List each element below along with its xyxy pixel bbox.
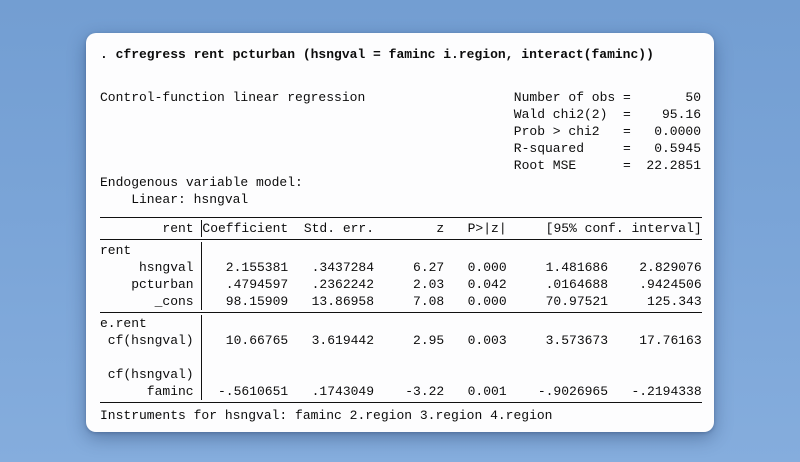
cell-std-err: .3437284 <box>311 260 375 275</box>
instruments-note: Instruments for hsngval: faminc 2.region… <box>100 408 553 423</box>
equals-sign: = <box>623 90 631 105</box>
cell-p-value: 0.000 <box>467 260 507 275</box>
equals-sign: = <box>623 124 631 139</box>
cell-ci-upper: 2.829076 <box>639 260 702 275</box>
stat-value: 0.5945 <box>654 141 701 156</box>
cell-std-err: 3.619442 <box>311 333 375 348</box>
header-std-err: Std. err. <box>303 221 375 236</box>
stat-r-squared: R-squared = 0.5945 <box>514 140 701 157</box>
stat-label: Number of obs <box>513 90 616 105</box>
cell-ci-upper: -.2194338 <box>631 384 702 399</box>
equals-sign: = <box>623 158 631 173</box>
row-label: hsngval <box>139 260 194 275</box>
row-label: cf(hsngval) <box>107 333 194 348</box>
table-header-row: rent Coefficient Std. err. z P>|z| [95% conf… <box>100 220 702 237</box>
stat-number-of-obs: Number of obs = 50 <box>514 89 701 106</box>
endogenous-model-heading: Endogenous variable model: <box>100 175 303 190</box>
table-row: cf(hsngval) 10.66765 3.619442 2.95 0.003 3.5… <box>100 332 702 349</box>
cell-coefficient: 98.15909 <box>225 294 289 309</box>
cell-std-err: .2362242 <box>311 277 375 292</box>
header-depvar: rent <box>162 221 194 236</box>
stat-prob-chi2: Prob > chi2 = 0.0000 <box>514 123 701 140</box>
table-group-row: cf(hsngval) <box>100 366 702 383</box>
cell-z: -3.22 <box>405 384 445 399</box>
cell-coefficient: -.5610651 <box>218 384 289 399</box>
cell-std-err: .1743049 <box>311 384 375 399</box>
table-group-row: e.rent <box>100 315 702 332</box>
group-label: e.rent <box>100 316 147 331</box>
header-p-value: P>|z| <box>467 221 507 236</box>
stat-value: 50 <box>685 90 701 105</box>
cell-p-value: 0.000 <box>467 294 507 309</box>
cell-z: 2.03 <box>413 277 445 292</box>
cell-ci-lower: .0164688 <box>545 277 609 292</box>
equals-sign: = <box>623 107 631 122</box>
cell-p-value: 0.001 <box>467 384 507 399</box>
cell-ci-lower: 3.573673 <box>545 333 609 348</box>
table-row: hsngval 2.155381 .3437284 6.27 0.000 1.48168… <box>100 259 702 276</box>
row-label: faminc <box>146 384 194 399</box>
command-line: . cfregress rent pcturban (hsngval = fam… <box>100 47 654 62</box>
stats-block: Number of obs = 50 Wald chi2(2) = 95.16 Prob… <box>514 89 701 174</box>
stata-output-window: . cfregress rent pcturban (hsngval = fam… <box>86 33 714 432</box>
table-header-section: rent Coefficient Std. err. z P>|z| [95% conf… <box>100 218 703 240</box>
cell-ci-upper: 17.76163 <box>639 333 702 348</box>
cell-coefficient: 10.66765 <box>225 333 289 348</box>
cell-ci-upper: 125.343 <box>647 294 702 309</box>
row-label: pcturban <box>131 277 194 292</box>
table-row: _cons 98.15909 13.86958 7.08 0.000 70.97521 1… <box>100 293 702 310</box>
header-conf-interval: [95% conf. interval] <box>545 221 702 236</box>
cell-z: 6.27 <box>413 260 445 275</box>
cell-z: 7.08 <box>413 294 445 309</box>
cell-ci-upper: .9424506 <box>639 277 702 292</box>
table-section-rent: rent hsngval 2.155381 .3437284 6.27 0.000 1.… <box>100 240 703 313</box>
group-label: cf(hsngval) <box>107 367 194 382</box>
model-title: Control-function linear regression <box>100 90 366 105</box>
endogenous-model-detail: Linear: hsngval <box>131 192 249 207</box>
stat-value: 95.16 <box>661 107 701 122</box>
stat-root-mse: Root MSE = 22.2851 <box>514 157 701 174</box>
table-section-e-rent: e.rent cf(hsngval) 10.66765 3.619442 2.95 0… <box>100 313 702 402</box>
equals-sign: = <box>623 141 631 156</box>
stat-label: Root MSE <box>513 158 577 173</box>
stat-value: 22.2851 <box>646 158 701 173</box>
cell-ci-lower: 70.97521 <box>545 294 609 309</box>
table-row: pcturban .4794597 .2362242 2.03 0.042 .01646… <box>100 276 702 293</box>
coefficient-table: rent Coefficient Std. err. z P>|z| [95% conf… <box>100 217 703 403</box>
cell-p-value: 0.003 <box>467 333 507 348</box>
table-blank-row <box>100 349 702 366</box>
stat-value: 0.0000 <box>654 124 701 139</box>
cell-std-err: 13.86958 <box>311 294 375 309</box>
cell-z: 2.95 <box>413 333 445 348</box>
stat-label: Prob > chi2 <box>513 124 600 139</box>
header-coefficient: Coefficient <box>202 221 289 236</box>
cell-coefficient: .4794597 <box>225 277 289 292</box>
header-z: z <box>436 221 445 236</box>
stat-label: R-squared <box>513 141 585 156</box>
group-label: rent <box>100 243 132 258</box>
stat-wald-chi2: Wald chi2(2) = 95.16 <box>514 106 701 123</box>
header-cells: Coefficient Std. err. z P>|z| [95% conf. int… <box>201 220 702 237</box>
cell-coefficient: 2.155381 <box>225 260 289 275</box>
table-row: faminc -.5610651 .1743049 -3.22 0.001 -.9026… <box>100 383 702 400</box>
cell-ci-lower: -.9026965 <box>537 384 609 399</box>
stat-label: Wald chi2(2) <box>513 107 608 122</box>
row-label: _cons <box>154 294 194 309</box>
cell-p-value: 0.042 <box>467 277 507 292</box>
table-group-row: rent <box>100 242 702 259</box>
model-summary-block: Control-function linear regression Numbe… <box>100 89 701 174</box>
cell-ci-lower: 1.481686 <box>545 260 609 275</box>
